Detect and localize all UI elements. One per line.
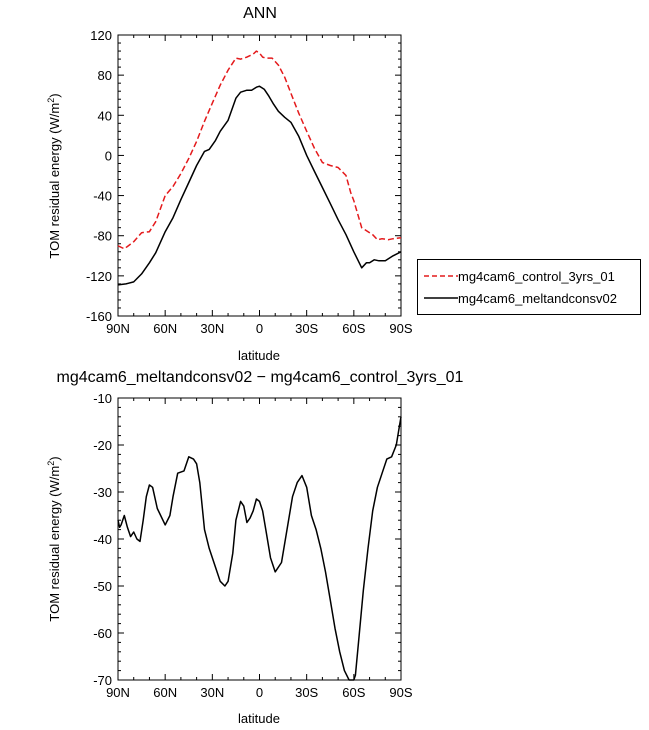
top-y-tick-label: -40 (93, 189, 112, 204)
bottom-series-line-difference (117, 416, 402, 681)
top-x-tick-label: 60N (153, 321, 177, 336)
top-x-tick-label: 90N (106, 321, 130, 336)
top-y-tick-label: 120 (90, 28, 112, 43)
top-plot-frame (117, 34, 402, 317)
bottom-y-tick-label: -50 (93, 579, 112, 594)
top-y-tick-label: -80 (93, 229, 112, 244)
top-y-tick-label: -160 (86, 309, 112, 324)
bottom-y-axis-label-superscript: 2 (46, 461, 56, 466)
top-x-tick-label: 60S (342, 321, 365, 336)
bottom-y-tick-label: -60 (93, 626, 112, 641)
top-legend: mg4cam6_control_3yrs_01 mg4cam6_meltandc… (417, 259, 641, 315)
bottom-y-tick-label: -70 (93, 673, 112, 688)
top-y-tick-label: 40 (98, 108, 112, 123)
top-x-axis-label: latitude (238, 348, 280, 363)
top-y-axis-label-superscript: 2 (46, 98, 56, 103)
bottom-chart-title: mg4cam6_meltandconsv02 − mg4cam6_control… (57, 369, 464, 386)
bottom-y-axis-label-text: TOM residual energy (W/m (47, 466, 62, 622)
top-series-line-mg4cam6_control_3yrs_01 (117, 50, 402, 250)
legend-item-control: mg4cam6_control_3yrs_01 (424, 266, 615, 286)
top-y-tick-label: 80 (98, 68, 112, 83)
top-series-group (117, 50, 402, 286)
top-x-tick-label: 0 (256, 321, 263, 336)
top-chart-title: ANN (243, 5, 277, 22)
top-y-axis-label-close: ) (47, 93, 62, 97)
bottom-x-tick-label: 60S (342, 685, 365, 700)
bottom-y-tick-label: -40 (93, 532, 112, 547)
bottom-y-axis-label: TOM residual energy (W/m2) (46, 456, 62, 621)
top-y-tick-label: 0 (105, 148, 112, 163)
legend-swatch-control (424, 275, 458, 277)
bottom-x-tick-label: 30N (200, 685, 224, 700)
bottom-x-tick-label: 90N (106, 685, 130, 700)
legend-item-meltandconsv02: mg4cam6_meltandconsv02 (424, 288, 617, 308)
top-series-line-mg4cam6_meltandconsv02 (117, 85, 402, 286)
top-y-tick-label: -120 (86, 269, 112, 284)
top-ticks: 90N 60N 30N 0 30S 60S 90S -160 -120 -80 -40 0 40 80 12… (86, 28, 413, 336)
top-panel: ANN 90N 60N 30N 0 30S 60S 90S -160 -120 -80 -40 0 40… (46, 5, 413, 363)
top-x-tick-label: 30N (200, 321, 224, 336)
top-x-tick-label: 90S (389, 321, 412, 336)
bottom-x-tick-label: 60N (153, 685, 177, 700)
bottom-panel: mg4cam6_meltandconsv02 − mg4cam6_control… (46, 369, 464, 726)
bottom-x-tick-label: 30S (295, 685, 318, 700)
bottom-y-tick-label: -20 (93, 438, 112, 453)
bottom-x-axis-label: latitude (238, 711, 280, 726)
legend-label-control: mg4cam6_control_3yrs_01 (458, 268, 615, 284)
bottom-ticks: 90N 60N 30N 0 30S 60S 90S -70 -60 -50 -40 -30 -20 -10 (93, 391, 413, 700)
bottom-x-tick-label: 90S (389, 685, 412, 700)
legend-swatch-meltandconsv02 (424, 297, 458, 299)
bottom-x-tick-label: 0 (256, 685, 263, 700)
bottom-y-tick-label: -10 (93, 391, 112, 406)
top-y-axis-label-text: TOM residual energy (W/m (47, 103, 62, 259)
bottom-series-group (117, 416, 402, 681)
bottom-y-tick-label: -30 (93, 485, 112, 500)
legend-label-meltandconsv02: mg4cam6_meltandconsv02 (458, 290, 617, 306)
bottom-y-axis-label-close: ) (47, 456, 62, 460)
top-y-axis-label: TOM residual energy (W/m2) (46, 93, 62, 258)
top-x-tick-label: 30S (295, 321, 318, 336)
